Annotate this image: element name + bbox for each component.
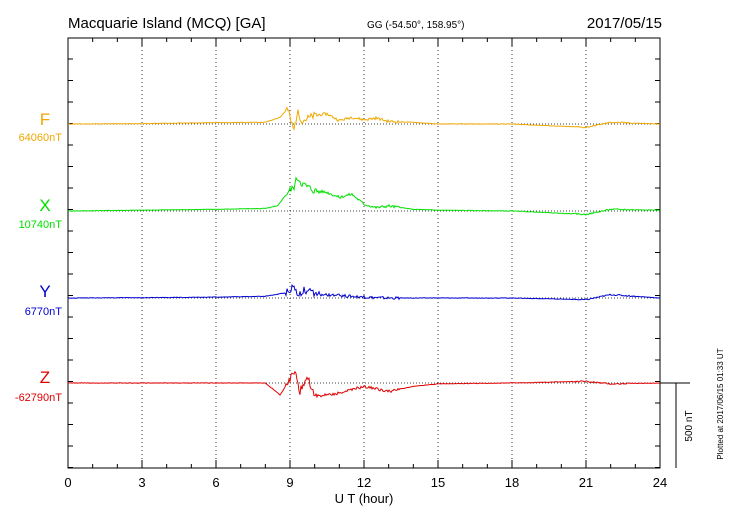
x-tick-label: 6	[212, 475, 219, 490]
series-x-line	[67, 176, 661, 216]
channel-x-label: X	[39, 196, 50, 215]
series-f-line	[67, 106, 660, 131]
channel-y-baseline: 6770nT	[25, 306, 63, 318]
x-axis-ticks: 0 3 6 9 12 15 18 21 24	[64, 38, 667, 490]
x-tick-label: 21	[579, 475, 593, 490]
series-y-line	[68, 283, 661, 301]
x-tick-label: 15	[431, 475, 445, 490]
y-minor-ticks	[68, 58, 660, 468]
station-coordinates: GG (-54.50°, 158.95°)	[367, 20, 465, 31]
plotted-note: Plotted at 2017/06/15 01:33 UT	[716, 348, 725, 459]
chart-title: Macquarie Island (MCQ) [GA]	[68, 15, 266, 32]
channel-x-baseline: 10740nT	[19, 219, 63, 231]
x-tick-label: 9	[286, 475, 293, 490]
chart-date: 2017/05/15	[587, 15, 662, 32]
series-group	[67, 106, 661, 399]
scale-label: 500 nT	[684, 410, 695, 441]
x-tick-label: 24	[653, 475, 667, 490]
x-tick-label: 18	[505, 475, 519, 490]
x-tick-label: 0	[64, 475, 71, 490]
channel-f-label: F	[40, 110, 50, 129]
x-axis-label: U T (hour)	[335, 491, 394, 506]
channel-z-baseline: -62790nT	[15, 392, 62, 404]
series-z-line	[67, 370, 660, 399]
x-tick-label: 12	[357, 475, 371, 490]
x-tick-label: 3	[138, 475, 145, 490]
channel-f-baseline: 64060nT	[19, 132, 63, 144]
channel-y-label: Y	[39, 282, 50, 301]
channel-labels: F 64060nT X 10740nT Y 6770nT Z -62790nT	[15, 110, 62, 404]
channel-z-label: Z	[40, 368, 50, 387]
grid-lines	[141, 38, 587, 468]
